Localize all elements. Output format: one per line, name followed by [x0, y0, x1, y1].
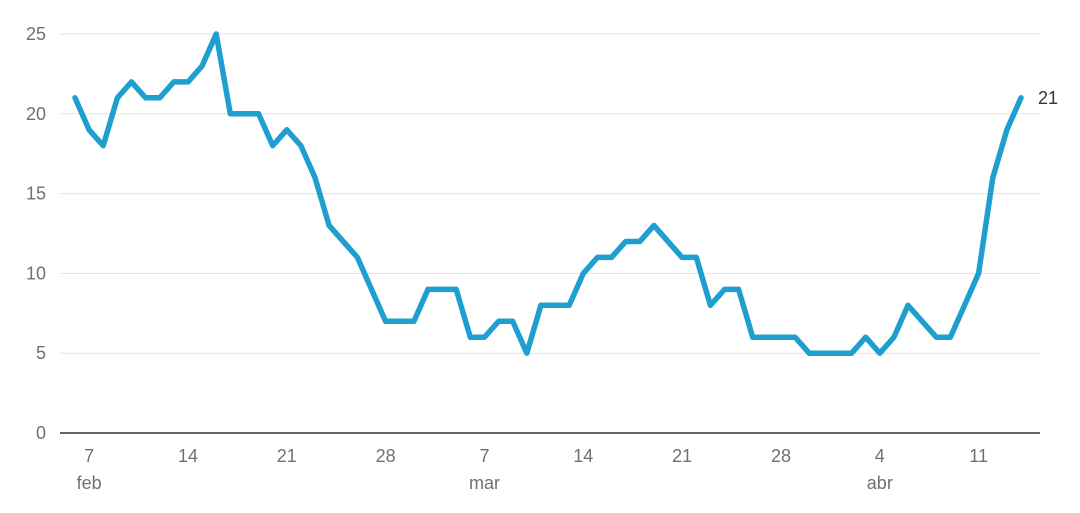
x-tick-label: 21: [277, 446, 297, 466]
x-month-label: mar: [469, 473, 500, 493]
y-tick-label: 15: [26, 184, 46, 204]
x-axis-ticks: 7 feb 14 21 28 7 mar 14 21 28 4 abr 11: [77, 446, 988, 493]
x-tick-label: 14: [178, 446, 198, 466]
y-tick-label: 0: [36, 423, 46, 443]
x-tick-label: 14: [573, 446, 593, 466]
y-tick-label: 10: [26, 263, 46, 283]
series-layer: [72, 31, 1024, 356]
x-month-label: feb: [77, 473, 102, 493]
x-tick-label: 11: [969, 446, 988, 466]
x-tick-label: 21: [672, 446, 692, 466]
x-tick-label: 7: [479, 446, 489, 466]
y-axis-ticks: 0 5 10 15 20 25: [26, 24, 46, 443]
last-value-label: 21: [1038, 88, 1058, 108]
x-month-label: abr: [867, 473, 893, 493]
x-tick-label: 28: [771, 446, 791, 466]
series-line: [72, 31, 1024, 356]
x-tick-label: 4: [875, 446, 885, 466]
y-tick-label: 5: [36, 343, 46, 363]
y-tick-label: 25: [26, 24, 46, 44]
y-tick-label: 20: [26, 104, 46, 124]
x-tick-label: 28: [376, 446, 396, 466]
x-tick-label: 7: [84, 446, 94, 466]
